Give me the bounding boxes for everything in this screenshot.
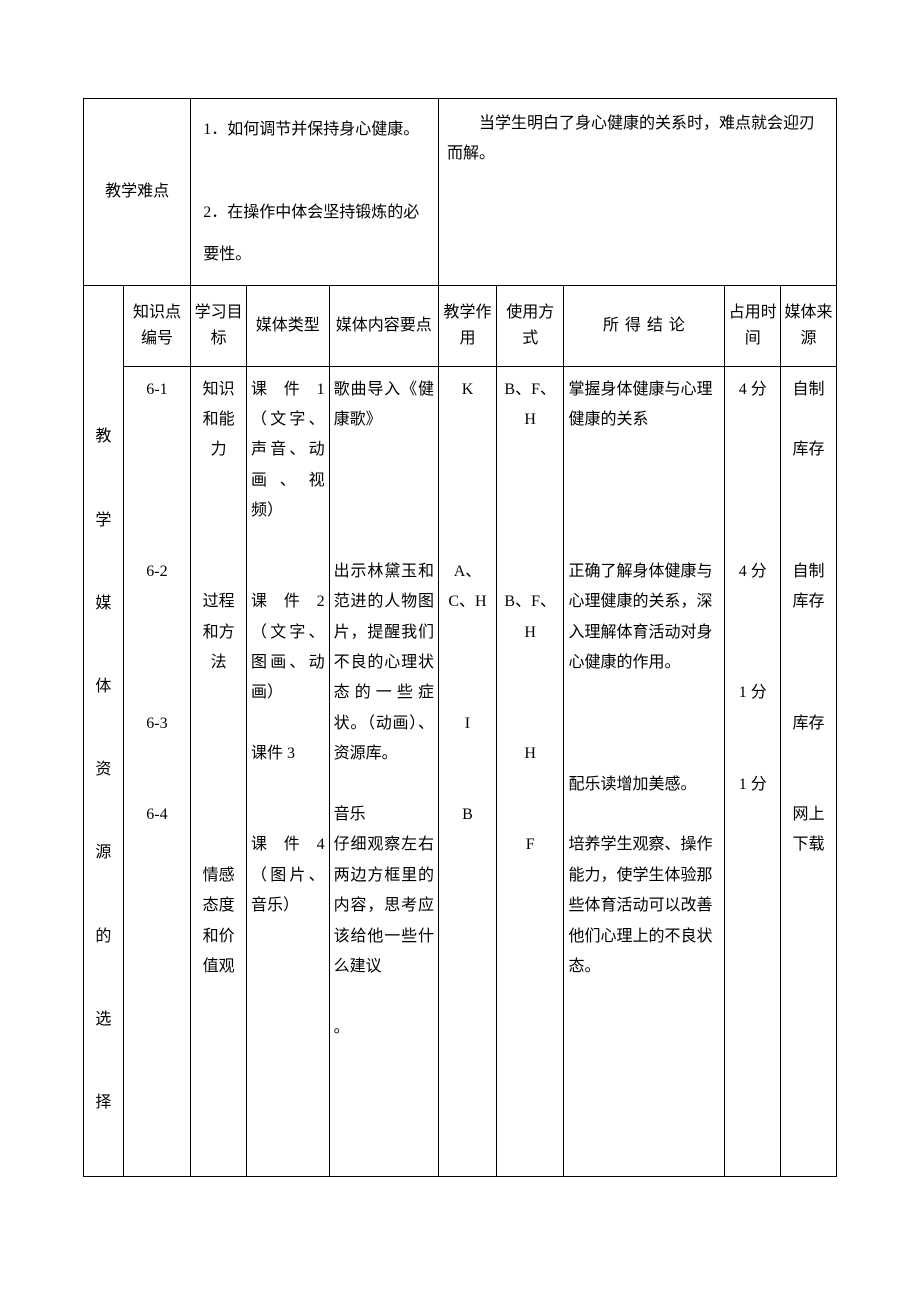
difficulty-content-right: 当学生明白了身心健康的关系时，难点就会迎刃而解。 [439,99,837,286]
cell-teaching-role: K A、C、H I B [439,366,497,1176]
header-knowledge-id: 知识点编号 [123,286,191,366]
media-header-row: 教 学 媒 体 资 源 的 选 择 知识点编号 学习目标 媒体类型 媒体内容要点… [84,286,837,366]
header-usage-mode: 使用方式 [496,286,564,366]
cell-learning-goal: 知识和能力 过程和方法 情感态度和价值观 [191,366,247,1176]
difficulty-row: 教学难点 1．如何调节并保持身心健康。 2．在操作中体会坚持锻炼的必要性。 当学… [84,99,837,286]
difficulty-content-left: 1．如何调节并保持身心健康。 2．在操作中体会坚持锻炼的必要性。 [191,99,439,286]
cell-conclusion: 掌握身体健康与心理健康的关系 正确了解身体健康与心理健康的关系，深入理解体育活动… [564,366,725,1176]
difficulty-label: 教学难点 [84,99,191,286]
media-body-row: 6-1 6-2 6-3 6-4 知识和能力 过程和方法 情感态度和价值观 课 件… [84,366,837,1176]
header-time-used: 占用时间 [725,286,781,366]
cell-time-used: 4 分 4 分 1 分 1 分 [725,366,781,1176]
header-media-type: 媒体类型 [247,286,330,366]
media-side-label: 教 学 媒 体 资 源 的 选 择 [84,286,124,1176]
header-conclusion: 所 得 结 论 [564,286,725,366]
cell-media-type: 课 件 1（文字、声音、动画、视频） 课 件 2（文字、图画、动画） 课件 3 … [247,366,330,1176]
header-teaching-role: 教学作用 [439,286,497,366]
header-learning-goal: 学习目标 [191,286,247,366]
cell-media-source: 自制 库存 自制 库存 库存 网上下载 [781,366,837,1176]
header-media-source: 媒体来源 [781,286,837,366]
header-media-content: 媒体内容要点 [329,286,438,366]
lesson-table: 教学难点 1．如何调节并保持身心健康。 2．在操作中体会坚持锻炼的必要性。 当学… [83,98,837,1177]
cell-usage-mode: B、F、H B、F、H H F [496,366,564,1176]
cell-media-content: 歌曲导入《健康歌》 出示林黛玉和范进的人物图片，提醒我们不良的心理状态的一些症状… [329,366,438,1176]
cell-knowledge-id: 6-1 6-2 6-3 6-4 [123,366,191,1176]
